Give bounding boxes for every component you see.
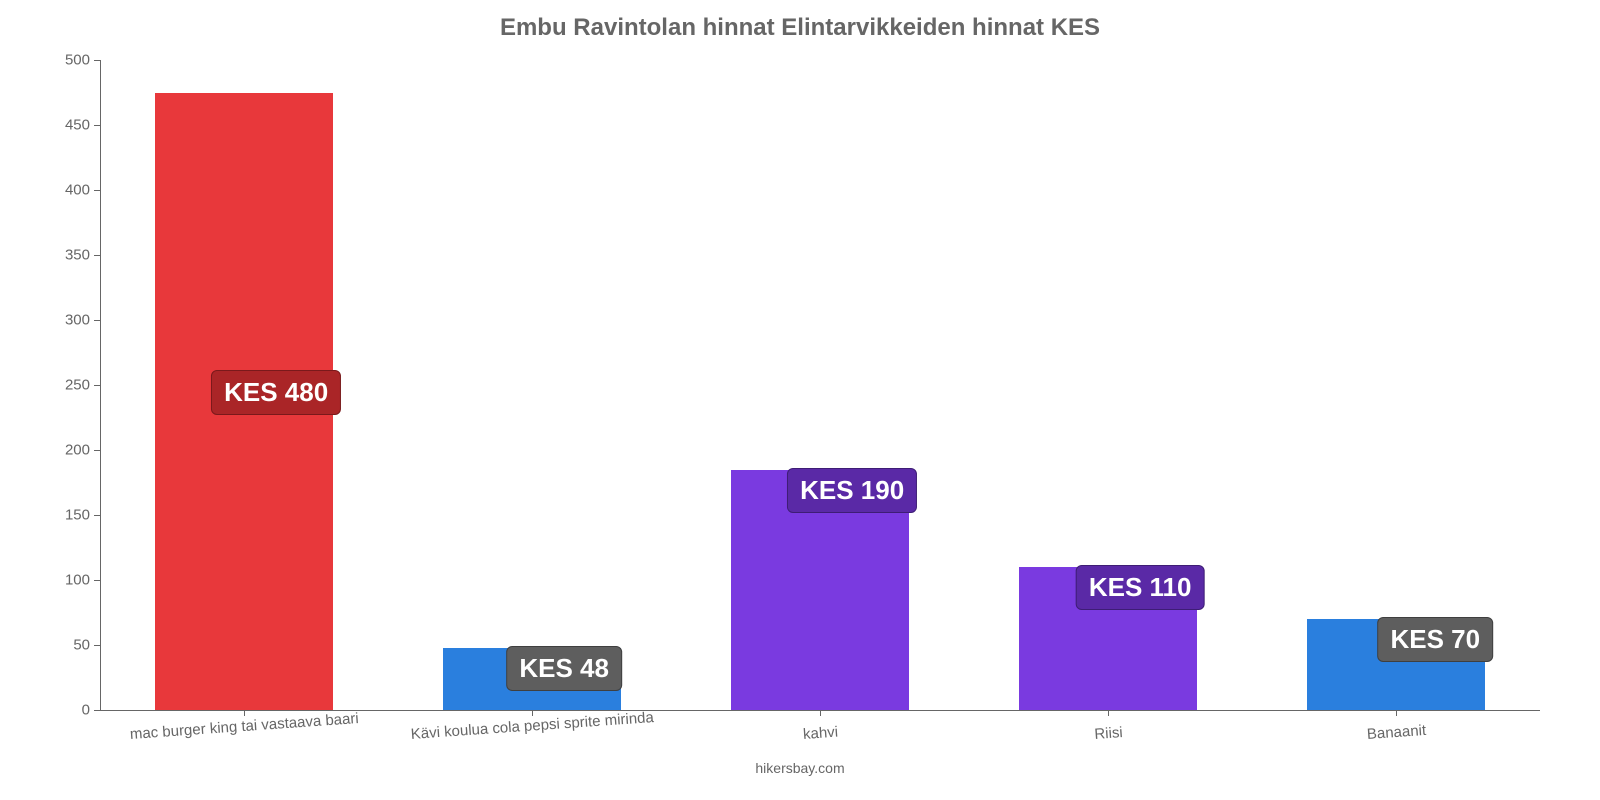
y-tick-label: 500 bbox=[40, 52, 90, 69]
y-tick-mark bbox=[94, 190, 100, 191]
price-bar-chart: Embu Ravintolan hinnat Elintarvikkeiden … bbox=[0, 0, 1600, 800]
y-tick-label: 350 bbox=[40, 247, 90, 264]
value-badge: KES 110 bbox=[1076, 565, 1205, 610]
y-tick-label: 450 bbox=[40, 117, 90, 134]
y-tick-label: 250 bbox=[40, 377, 90, 394]
x-tick-mark bbox=[244, 710, 245, 716]
y-tick-mark bbox=[94, 320, 100, 321]
chart-title: Embu Ravintolan hinnat Elintarvikkeiden … bbox=[0, 14, 1600, 42]
x-tick-mark bbox=[1396, 710, 1397, 716]
y-tick-label: 400 bbox=[40, 182, 90, 199]
value-badge: KES 70 bbox=[1377, 617, 1493, 662]
y-tick-label: 200 bbox=[40, 442, 90, 459]
plot-area: 050100150200250300350400450500KES 480mac… bbox=[100, 60, 1540, 710]
y-tick-label: 150 bbox=[40, 507, 90, 524]
y-tick-mark bbox=[94, 385, 100, 386]
y-tick-mark bbox=[94, 255, 100, 256]
y-tick-label: 100 bbox=[40, 572, 90, 589]
y-tick-mark bbox=[94, 450, 100, 451]
x-tick-mark bbox=[532, 710, 533, 716]
x-tick-mark bbox=[1108, 710, 1109, 716]
x-tick-label: Banaanit bbox=[1366, 722, 1426, 743]
x-tick-label: Riisi bbox=[1094, 724, 1123, 743]
value-badge: KES 190 bbox=[787, 468, 917, 513]
y-tick-mark bbox=[94, 710, 100, 711]
value-badge: KES 48 bbox=[506, 646, 622, 691]
y-tick-mark bbox=[94, 515, 100, 516]
y-tick-mark bbox=[94, 125, 100, 126]
attribution-text: hikersbay.com bbox=[0, 760, 1600, 776]
y-tick-mark bbox=[94, 645, 100, 646]
y-tick-label: 0 bbox=[40, 702, 90, 719]
y-tick-label: 50 bbox=[40, 637, 90, 654]
y-axis-line bbox=[100, 60, 101, 710]
x-tick-label: kahvi bbox=[802, 724, 838, 743]
x-tick-mark bbox=[820, 710, 821, 716]
value-badge: KES 480 bbox=[211, 370, 341, 415]
y-tick-mark bbox=[94, 580, 100, 581]
y-tick-mark bbox=[94, 60, 100, 61]
y-tick-label: 300 bbox=[40, 312, 90, 329]
